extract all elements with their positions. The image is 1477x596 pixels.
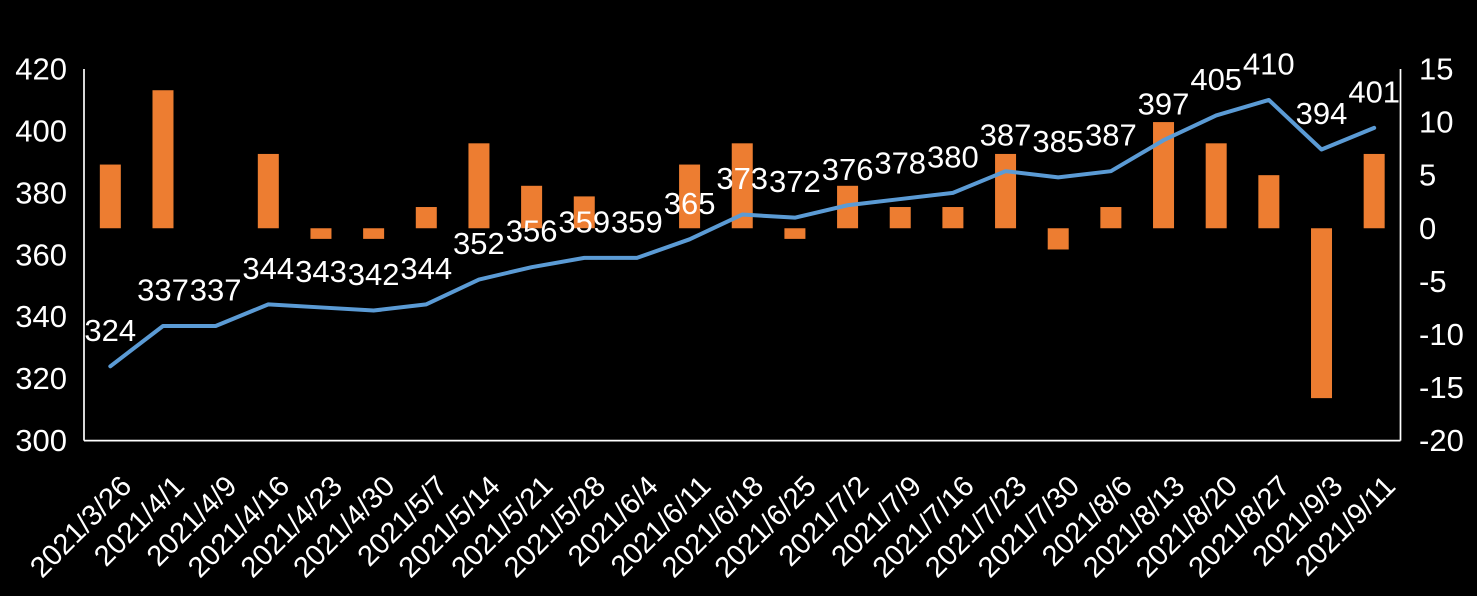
svg-text:365: 365: [664, 186, 716, 221]
svg-text:405: 405: [1190, 62, 1242, 97]
svg-text:401: 401: [1348, 74, 1400, 109]
svg-text:376: 376: [822, 152, 874, 187]
svg-text:10: 10: [1419, 105, 1453, 140]
svg-text:360: 360: [15, 237, 67, 272]
svg-text:340: 340: [15, 299, 67, 334]
svg-text:373: 373: [716, 161, 768, 196]
svg-text:-20: -20: [1419, 423, 1464, 458]
svg-text:337: 337: [137, 273, 189, 308]
svg-text:-5: -5: [1419, 264, 1447, 299]
svg-text:387: 387: [980, 118, 1032, 153]
svg-text:337: 337: [190, 273, 242, 308]
svg-text:352: 352: [453, 226, 505, 261]
svg-text:344: 344: [242, 251, 294, 286]
svg-text:400: 400: [15, 113, 67, 148]
svg-text:385: 385: [1032, 124, 1084, 159]
svg-text:342: 342: [348, 257, 400, 292]
svg-text:343: 343: [295, 254, 347, 289]
svg-text:320: 320: [15, 361, 67, 396]
svg-text:372: 372: [769, 164, 821, 199]
svg-text:344: 344: [400, 251, 452, 286]
svg-text:0: 0: [1419, 211, 1436, 246]
svg-text:378: 378: [874, 146, 926, 181]
svg-text:397: 397: [1138, 87, 1190, 122]
svg-text:420: 420: [15, 52, 67, 87]
svg-text:300: 300: [15, 423, 67, 458]
svg-text:387: 387: [1085, 118, 1137, 153]
svg-text:15: 15: [1419, 52, 1453, 87]
svg-text:359: 359: [611, 204, 663, 239]
svg-text:324: 324: [84, 313, 136, 348]
svg-text:410: 410: [1243, 47, 1295, 82]
svg-text:380: 380: [15, 175, 67, 210]
svg-text:356: 356: [506, 214, 558, 249]
svg-text:394: 394: [1296, 96, 1348, 131]
svg-text:-15: -15: [1419, 370, 1464, 405]
svg-text:5: 5: [1419, 158, 1436, 193]
svg-text:380: 380: [927, 139, 979, 174]
svg-text:359: 359: [558, 204, 610, 239]
svg-text:-10: -10: [1419, 317, 1464, 352]
